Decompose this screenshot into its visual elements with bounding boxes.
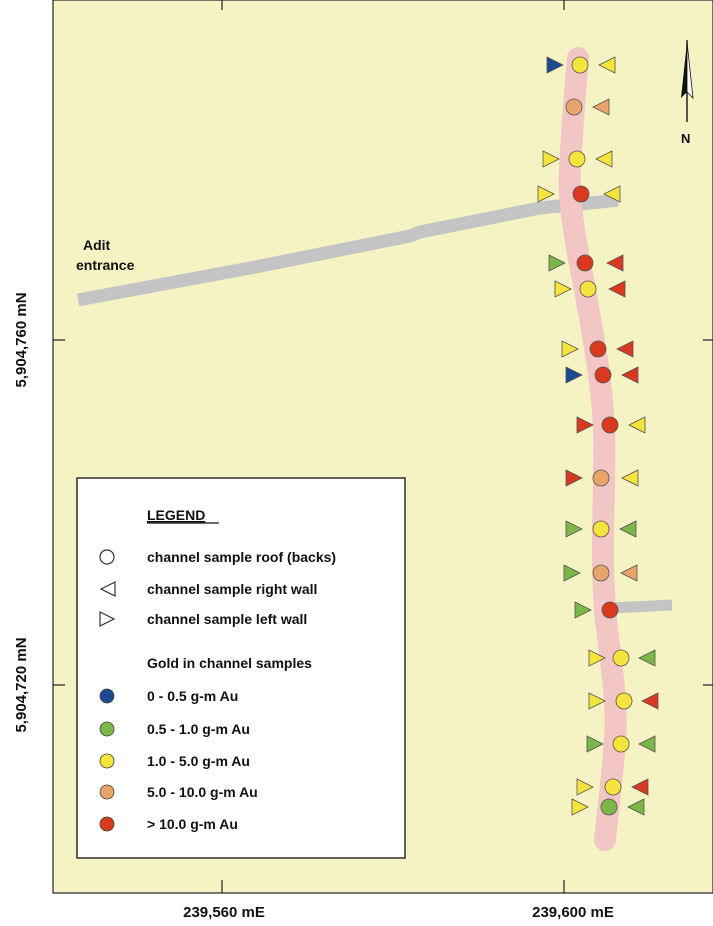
- right-wall-sample-5: [606, 254, 624, 272]
- right-wall-sample-16: [638, 735, 656, 753]
- northing-label-upper: 5,904,760 mN: [13, 292, 30, 387]
- legend-grade-orange-label: 5.0 - 10.0 g-m Au: [147, 784, 258, 800]
- roof-sample-9: [601, 416, 619, 434]
- right-wall-sample-7: [616, 340, 634, 358]
- legend: LEGEND channel sample roof (backs) chann…: [76, 477, 406, 859]
- roof-sample-12: [592, 564, 610, 582]
- left-wall-sample-7: [561, 340, 579, 358]
- legend-roof-symbol: [99, 549, 115, 565]
- easting-label-right: 239,600 mE: [532, 904, 614, 921]
- adit-label-line2: entrance: [76, 257, 135, 273]
- legend-gold-heading: Gold in channel samples: [147, 655, 312, 671]
- right-wall-sample-8: [621, 366, 639, 384]
- right-wall-sample-18: [627, 798, 645, 816]
- legend-grade-green-symbol: [99, 721, 115, 737]
- left-wall-sample-6: [554, 280, 572, 298]
- legend-left-wall-symbol: [99, 611, 116, 627]
- legend-grade-blue-symbol: [99, 688, 115, 704]
- roof-sample-13: [601, 601, 619, 619]
- northing-label-lower: 5,904,720 mN: [13, 637, 30, 732]
- right-wall-sample-6: [608, 280, 626, 298]
- left-wall-sample-11: [565, 520, 583, 538]
- legend-grade-yellow-symbol: [99, 753, 115, 769]
- roof-sample-10: [592, 469, 610, 487]
- left-wall-sample-1: [546, 56, 564, 74]
- right-wall-sample-12: [620, 564, 638, 582]
- legend-left-wall-label: channel sample left wall: [147, 611, 307, 627]
- left-wall-sample-13: [574, 601, 592, 619]
- legend-grade-yellow-label: 1.0 - 5.0 g-m Au: [147, 753, 250, 769]
- roof-sample-7: [589, 340, 607, 358]
- left-wall-sample-4: [537, 185, 555, 203]
- roof-sample-17: [604, 778, 622, 796]
- right-wall-sample-17: [631, 778, 649, 796]
- legend-box: [76, 477, 406, 859]
- right-wall-sample-2: [592, 98, 610, 116]
- roof-sample-1: [571, 56, 589, 74]
- roof-sample-8: [594, 366, 612, 384]
- legend-right-wall-symbol: [99, 581, 116, 597]
- roof-sample-5: [576, 254, 594, 272]
- left-wall-sample-8: [565, 366, 583, 384]
- roof-sample-4: [572, 185, 590, 203]
- left-wall-sample-5: [548, 254, 566, 272]
- north-arrow-icon: [681, 40, 694, 122]
- right-wall-sample-10: [621, 469, 639, 487]
- left-wall-sample-16: [586, 735, 604, 753]
- left-wall-sample-12: [563, 564, 581, 582]
- right-wall-sample-15: [641, 692, 659, 710]
- right-wall-sample-4: [603, 185, 621, 203]
- roof-sample-3: [568, 150, 586, 168]
- legend-title: LEGEND: [147, 507, 205, 523]
- roof-sample-14: [612, 649, 630, 667]
- easting-label-left: 239,560 mE: [183, 904, 265, 921]
- left-wall-sample-17: [576, 778, 594, 796]
- north-label: N: [681, 131, 690, 146]
- left-wall-sample-14: [588, 649, 606, 667]
- roof-sample-16: [612, 735, 630, 753]
- branch-tunnel: [611, 599, 673, 614]
- right-wall-sample-1: [598, 56, 616, 74]
- legend-grade-green-label: 0.5 - 1.0 g-m Au: [147, 721, 250, 737]
- channel-samples: [537, 56, 659, 816]
- right-wall-sample-3: [595, 150, 613, 168]
- roof-sample-18: [600, 798, 618, 816]
- roof-sample-11: [592, 520, 610, 538]
- grid-ticks: [53, 0, 713, 893]
- right-wall-sample-9: [628, 416, 646, 434]
- legend-grade-red-label: > 10.0 g-m Au: [147, 816, 238, 832]
- adit-label-line1: Adit: [83, 237, 111, 253]
- left-wall-sample-3: [542, 150, 560, 168]
- roof-sample-2: [565, 98, 583, 116]
- adit-tunnel: [76, 193, 619, 307]
- right-wall-sample-14: [638, 649, 656, 667]
- legend-grade-orange-symbol: [99, 784, 115, 800]
- legend-right-wall-label: channel sample right wall: [147, 581, 317, 597]
- roof-sample-6: [579, 280, 597, 298]
- right-wall-sample-11: [619, 520, 637, 538]
- left-wall-sample-9: [576, 416, 594, 434]
- roof-sample-15: [615, 692, 633, 710]
- left-wall-sample-10: [565, 469, 583, 487]
- legend-grade-red-symbol: [99, 816, 115, 832]
- legend-grade-blue-label: 0 - 0.5 g-m Au: [147, 688, 238, 704]
- left-wall-sample-18: [571, 798, 589, 816]
- left-wall-sample-15: [588, 692, 606, 710]
- legend-roof-label: channel sample roof (backs): [147, 549, 336, 565]
